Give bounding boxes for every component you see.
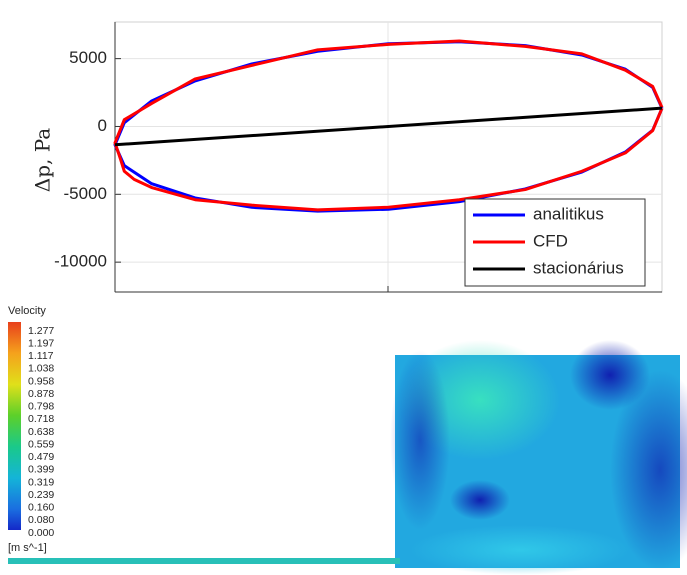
colorbar-label: 1.277 [28, 325, 54, 337]
colorbar-label: 0.080 [28, 514, 54, 526]
y-tick-label: 0 [98, 116, 107, 135]
colorbar-label: 0.479 [28, 451, 54, 463]
colorbar-label: 0.559 [28, 438, 54, 450]
colorbar-label: 1.117 [28, 350, 54, 362]
colorbar-label: 0.239 [28, 489, 54, 501]
colorbar-label: 0.878 [28, 388, 54, 400]
colorbar-label: 0.160 [28, 502, 54, 514]
colorbar-label: 0.958 [28, 375, 54, 387]
series-line [113, 39, 664, 212]
colorbar-title: Velocity [8, 305, 46, 317]
series-line [114, 106, 663, 147]
y-tick-label: -5000 [64, 184, 107, 203]
contour-blob [610, 370, 687, 570]
contour-panel: Velocity [m s^-1] [8, 305, 687, 575]
colorbar-label: 0.319 [28, 476, 54, 488]
colorbar-label: 0.000 [28, 527, 54, 539]
colorbar-label: 0.718 [28, 413, 54, 425]
colorbar-label: 1.197 [28, 337, 54, 349]
contour-blob [390, 350, 450, 530]
contour-blob [450, 480, 510, 520]
contour-blob [410, 525, 630, 575]
y-tick-label: 5000 [69, 48, 107, 67]
colorbar-label: 0.798 [28, 401, 54, 413]
colorbar-label: 0.638 [28, 426, 54, 438]
colorbar-label: 0.399 [28, 464, 54, 476]
legend-label: stacionárius [533, 258, 624, 277]
plot-area: Δp, Pa [31, 21, 663, 293]
y-tick-label: -10000 [54, 252, 107, 271]
legend-label: CFD [533, 231, 568, 250]
colorbar-unit: [m s^-1] [8, 542, 47, 554]
y-axis-label: Δp, Pa [31, 128, 55, 193]
colorbar [8, 322, 21, 530]
inlet-strip [8, 558, 400, 564]
colorbar-label: 1.038 [28, 363, 54, 375]
legend-label: analitikus [533, 204, 604, 223]
